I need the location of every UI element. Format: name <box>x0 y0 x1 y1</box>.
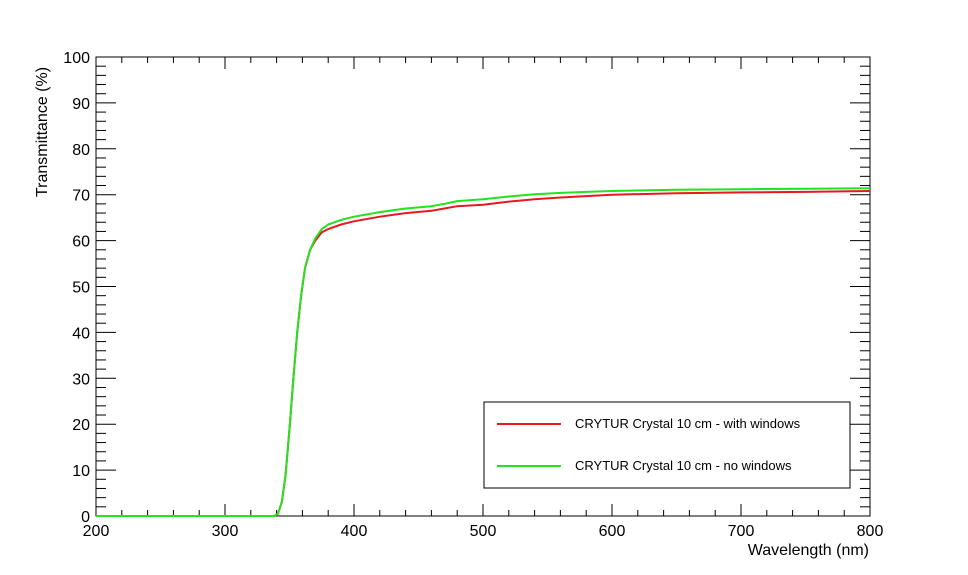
series-line-1 <box>96 187 871 517</box>
series-lines <box>96 187 871 517</box>
x-tick-label: 400 <box>341 523 368 540</box>
y-tick-label: 70 <box>72 188 90 205</box>
x-tick-label: 600 <box>599 523 626 540</box>
y-tick-label: 0 <box>81 509 90 526</box>
legend-label-no-windows: CRYTUR Crystal 10 cm - no windows <box>575 458 792 473</box>
y-tick-label: 30 <box>72 371 90 388</box>
y-tick-label: 50 <box>72 280 90 297</box>
tick-labels: 200 300 400 500 600 700 800 0 10 20 30 40 50 60 70 80 90… <box>63 50 883 540</box>
y-tick-label: 10 <box>72 463 90 480</box>
y-axis-title: Transmittance (%) <box>34 67 51 197</box>
legend: CRYTUR Crystal 10 cm - with windows CRYT… <box>483 401 851 489</box>
x-tick-label: 800 <box>857 523 884 540</box>
y-tick-label: 80 <box>72 142 90 159</box>
legend-label-with-windows: CRYTUR Crystal 10 cm - with windows <box>575 416 801 431</box>
y-tick-label: 60 <box>72 234 90 251</box>
y-tick-label: 100 <box>63 50 90 67</box>
x-tick-label: 500 <box>470 523 497 540</box>
x-tick-label: 700 <box>728 523 755 540</box>
x-tick-label: 200 <box>83 523 110 540</box>
y-tick-label: 20 <box>72 417 90 434</box>
legend-box <box>483 401 851 489</box>
y-tick-label: 90 <box>72 96 90 113</box>
x-tick-label: 300 <box>212 523 239 540</box>
axis-ticks <box>95 56 871 517</box>
y-tick-label: 40 <box>72 325 90 342</box>
x-axis-title: Wavelength (nm) <box>748 542 869 559</box>
